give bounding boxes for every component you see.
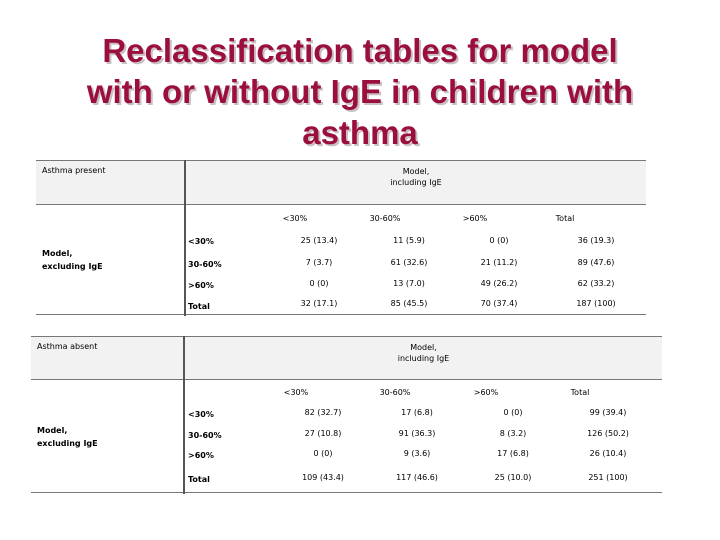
table-cell: 62 (33.2) bbox=[577, 279, 615, 288]
table-cell: 7 (3.7) bbox=[305, 258, 333, 267]
title-line: asthma bbox=[302, 114, 418, 151]
table-cell: 82 (32.7) bbox=[304, 408, 342, 417]
table-header-band bbox=[31, 336, 662, 380]
table-cell: 0 (0) bbox=[309, 279, 329, 288]
table-cell: 91 (36.3) bbox=[398, 429, 436, 438]
row-label: <30% bbox=[188, 237, 214, 246]
column-header: 30-60% bbox=[379, 388, 411, 397]
table-cell: 13 (7.0) bbox=[393, 279, 425, 288]
column-header: >60% bbox=[462, 214, 488, 223]
row-group-header: Model, excluding IgE bbox=[42, 249, 103, 271]
table-cell: 251 (100) bbox=[588, 473, 628, 482]
table-asthma-present: Asthma present Model, including IgE Mode… bbox=[36, 160, 646, 316]
table-cell: 36 (19.3) bbox=[577, 236, 615, 245]
column-header: Total bbox=[570, 388, 590, 397]
column-header: >60% bbox=[473, 388, 499, 397]
column-header: <30% bbox=[282, 214, 308, 223]
table-cell: 25 (10.0) bbox=[494, 473, 532, 482]
table-asthma-absent: Asthma absent Model, including IgE Model… bbox=[31, 336, 662, 494]
column-group-header: Model, including IgE bbox=[397, 343, 450, 363]
table-cell: 117 (46.6) bbox=[396, 473, 438, 482]
table-cell: 109 (43.4) bbox=[302, 473, 344, 482]
table-label: Asthma present bbox=[42, 166, 106, 175]
column-header: <30% bbox=[283, 388, 309, 397]
row-group-header: Model, excluding IgE bbox=[37, 426, 98, 448]
table-cell: 85 (45.5) bbox=[390, 299, 428, 308]
table-cell: 0 (0) bbox=[503, 408, 523, 417]
table-cell: 17 (6.8) bbox=[497, 449, 529, 458]
row-label: >60% bbox=[188, 451, 214, 460]
row-label: Total bbox=[188, 302, 210, 311]
table-cell: 8 (3.2) bbox=[499, 429, 527, 438]
table-cell: 27 (10.8) bbox=[304, 429, 342, 438]
table-cell: 9 (3.6) bbox=[403, 449, 431, 458]
table-divider bbox=[184, 160, 186, 316]
table-cell: 99 (39.4) bbox=[589, 408, 627, 417]
table-cell: 21 (11.2) bbox=[480, 258, 518, 267]
table-header-band bbox=[36, 160, 646, 205]
row-label: <30% bbox=[188, 410, 214, 419]
column-header: Total bbox=[555, 214, 575, 223]
row-label: 30-60% bbox=[188, 260, 222, 269]
row-label: >60% bbox=[188, 281, 214, 290]
table-label: Asthma absent bbox=[37, 342, 98, 351]
table-cell: 17 (6.8) bbox=[401, 408, 433, 417]
table-cell: 25 (13.4) bbox=[300, 236, 338, 245]
table-cell: 61 (32.6) bbox=[390, 258, 428, 267]
row-label: Total bbox=[188, 475, 210, 484]
table-cell: 126 (50.2) bbox=[587, 429, 629, 438]
table-divider bbox=[183, 336, 185, 494]
title-line: Reclassification tables for model bbox=[102, 32, 618, 69]
table-body bbox=[36, 204, 646, 315]
column-group-header: Model, including IgE bbox=[390, 167, 442, 187]
slide-title: Reclassification tables for model with o… bbox=[0, 30, 720, 153]
table-body bbox=[31, 379, 662, 493]
table-cell: 49 (26.2) bbox=[480, 279, 518, 288]
table-cell: 187 (100) bbox=[576, 299, 616, 308]
table-cell: 11 (5.9) bbox=[393, 236, 425, 245]
table-cell: 0 (0) bbox=[489, 236, 509, 245]
column-header: 30-60% bbox=[369, 214, 401, 223]
row-label: 30-60% bbox=[188, 431, 222, 440]
table-cell: 0 (0) bbox=[313, 449, 333, 458]
table-cell: 32 (17.1) bbox=[300, 299, 338, 308]
table-cell: 70 (37.4) bbox=[480, 299, 518, 308]
table-cell: 26 (10.4) bbox=[589, 449, 627, 458]
title-line: with or without IgE in children with bbox=[86, 73, 634, 110]
table-cell: 89 (47.6) bbox=[577, 258, 615, 267]
